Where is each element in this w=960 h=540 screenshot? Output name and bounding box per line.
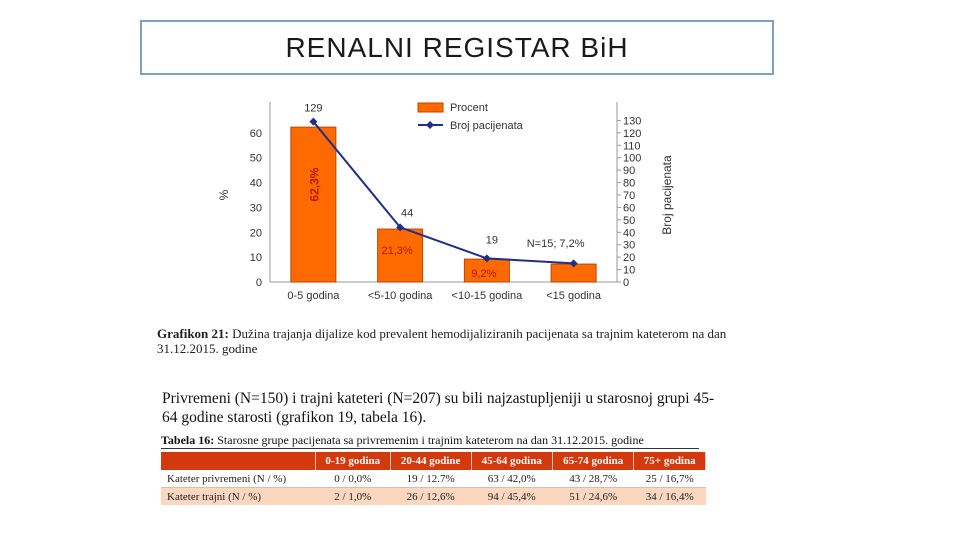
right-tick-label: 130	[623, 115, 641, 127]
slide-title: RENALNI REGISTAR BiH	[285, 31, 629, 63]
bar-data-label: 21,3%	[382, 245, 413, 257]
right-tick-label: 40	[623, 227, 635, 239]
left-tick-label: 60	[250, 128, 262, 140]
line-point	[396, 223, 405, 232]
right-tick-label: 10	[623, 265, 635, 277]
line-point	[482, 254, 491, 263]
legend-swatch-bar	[417, 102, 444, 113]
line-series	[312, 121, 574, 265]
slide-title-box: RENALNI REGISTAR BiH	[140, 20, 774, 75]
chart-caption-label: Grafikon 21:	[157, 326, 229, 341]
chart-caption-text: Dužina trajanja dijalize kod prevalent h…	[157, 326, 727, 356]
line-point	[569, 259, 578, 268]
table-cell: 34 / 16,4%	[633, 487, 706, 505]
legend-label: Broj pacijenata	[450, 120, 524, 132]
right-tick-label: 30	[623, 240, 635, 252]
right-tick-label: 90	[623, 165, 635, 177]
x-tick-label: <5-10 godina	[368, 290, 433, 302]
header-cell	[161, 452, 316, 470]
right-tick-label: 20	[623, 252, 635, 264]
right-tick-label: 110	[623, 140, 641, 152]
y2-axis-label: Broj pacijenata	[660, 155, 674, 235]
line-data-label: 129	[304, 103, 322, 115]
left-tick-label: 0	[256, 277, 262, 289]
header-cell: 65-74 godina	[552, 452, 635, 470]
right-tick-label: 60	[623, 202, 635, 214]
bar	[290, 126, 337, 283]
row-label: Kateter trajni (N / %)	[161, 487, 316, 505]
right-tick-label: 70	[623, 190, 635, 202]
x-tick-label: 0-5 godina	[287, 290, 340, 302]
table-row: Kateter trajni (N / %) 2 / 1,0% 26 / 12,…	[161, 487, 706, 505]
table-caption: Tabela 16: Starosne grupe pacijenata sa …	[161, 433, 721, 448]
body-paragraph: Privremeni (N=150) i trajni kateteri (N=…	[162, 390, 715, 426]
dialysis-duration-chart: 0102030405060010203040506070809010011012…	[217, 102, 674, 302]
line-data-label: 44	[401, 207, 413, 219]
header-cell: 20-44 godine	[390, 452, 472, 470]
left-tick-label: 50	[250, 153, 262, 165]
right-tick-label: 50	[623, 215, 635, 227]
right-tick-label: 100	[623, 153, 641, 165]
bar-data-label: N=15; 7,2%	[527, 238, 585, 250]
bar-data-label: 62,3%	[307, 167, 321, 201]
legend-label: Procent	[450, 102, 488, 114]
table-cell: 43 / 28,7%	[552, 470, 634, 488]
left-tick-label: 30	[250, 202, 262, 214]
y-axis-label: %	[217, 189, 231, 200]
bar	[377, 228, 424, 283]
legend-swatch-marker	[426, 121, 434, 129]
line-point	[309, 117, 318, 126]
x-tick-label: <15 godina	[546, 290, 602, 302]
table-cell: 94 / 45,4%	[471, 487, 553, 505]
table-cell: 2 / 1,0%	[315, 487, 391, 505]
table-caption-text: Starosne grupe pacijenata sa privremenim…	[217, 433, 644, 447]
header-cell: 0-19 godina	[315, 452, 391, 470]
left-tick-label: 20	[250, 227, 262, 239]
bar-data-label: 9,2%	[471, 268, 496, 280]
right-tick-label: 0	[623, 277, 629, 289]
catheter-age-table: 0-19 godina 20-44 godine 45-64 godina 65…	[161, 452, 706, 505]
table-cell: 25 / 16,7%	[633, 470, 706, 488]
table-caption-rule	[161, 448, 699, 449]
table-cell: 26 / 12,6%	[390, 487, 471, 505]
header-cell: 75+ godina	[633, 452, 706, 470]
table-cell: 19 / 12.7%	[390, 470, 471, 488]
right-tick-label: 120	[623, 128, 641, 140]
table-header-row: 0-19 godina 20-44 godine 45-64 godina 65…	[161, 452, 706, 470]
table-caption-label: Tabela 16:	[161, 433, 215, 447]
right-tick-label: 80	[623, 178, 635, 190]
x-tick-label: <10-15 godina	[452, 290, 524, 302]
table-row: Kateter privremeni (N / %) 0 / 0,0% 19 /…	[161, 470, 706, 488]
left-tick-label: 10	[250, 252, 262, 264]
chart-caption: Grafikon 21: Dužina trajanja dijalize ko…	[157, 326, 737, 356]
table-cell: 51 / 24,6%	[552, 487, 634, 505]
line-data-label: 19	[486, 234, 498, 246]
row-label: Kateter privremeni (N / %)	[161, 470, 316, 488]
left-tick-label: 40	[250, 178, 262, 190]
table-cell: 63 / 42,0%	[471, 470, 553, 488]
header-cell: 45-64 godina	[471, 452, 553, 470]
table-cell: 0 / 0,0%	[315, 470, 391, 488]
